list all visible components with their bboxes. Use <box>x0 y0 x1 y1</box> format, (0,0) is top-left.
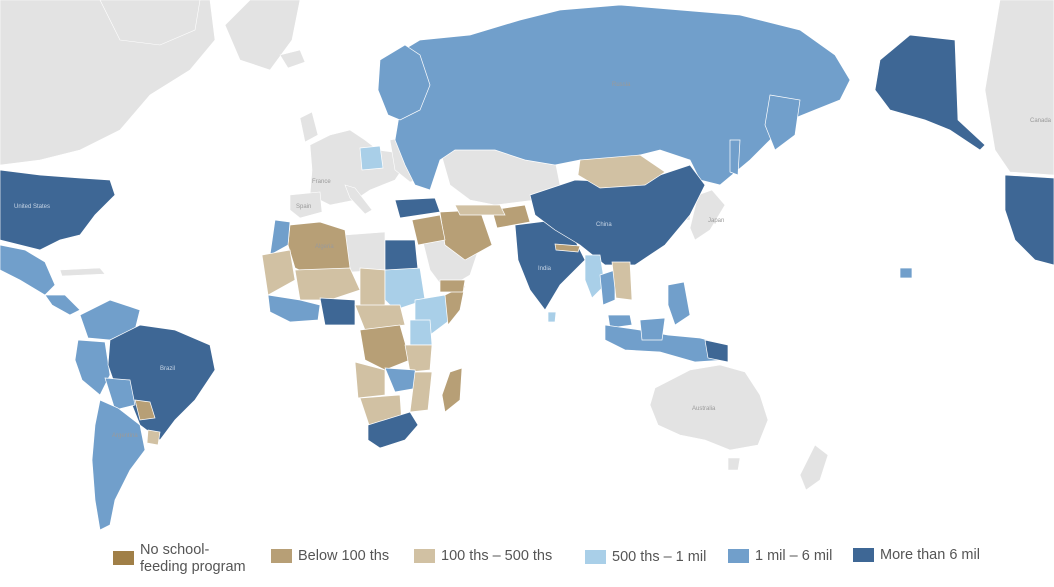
legend-item-below-100ths: Below 100 ths <box>271 540 389 565</box>
label-algeria: Algeria <box>315 244 334 250</box>
central-america[interactable] <box>44 294 81 316</box>
new-zealand[interactable] <box>799 444 829 491</box>
legend-item-1-6mil: 1 mil – 6 mil <box>728 540 832 565</box>
legend-label-500ths-1mil: 500 ths – 1 mil <box>612 549 707 565</box>
north-canada-islands[interactable] <box>99 0 201 46</box>
alaska[interactable] <box>874 34 986 151</box>
mali-niger[interactable] <box>294 267 361 301</box>
legend-item-500ths-1mil: 500 ths – 1 mil <box>585 541 706 566</box>
label-spain: Spain <box>296 204 311 210</box>
label-france: France <box>312 179 331 185</box>
tasmania[interactable] <box>727 457 741 471</box>
usa-left[interactable] <box>0 169 116 251</box>
legend-label-no-program-line1: No school- <box>140 542 210 558</box>
mongolia[interactable] <box>577 154 666 189</box>
kazakhstan-east[interactable] <box>454 204 506 216</box>
morocco[interactable] <box>269 219 291 256</box>
peru-ecuador[interactable] <box>74 339 111 396</box>
west-africa[interactable] <box>267 294 321 323</box>
scandinavia[interactable] <box>377 44 431 121</box>
thailand[interactable] <box>599 269 616 306</box>
iceland[interactable] <box>279 49 306 69</box>
philippines[interactable] <box>667 281 691 326</box>
malaysia[interactable] <box>607 314 633 329</box>
kamchatka[interactable] <box>764 94 801 151</box>
map-legend: No school- feeding program Below 100 ths… <box>0 540 1054 587</box>
myanmar[interactable] <box>584 254 606 299</box>
kenya[interactable] <box>409 319 433 346</box>
label-canada: Canada <box>1030 118 1052 124</box>
cameroon-car[interactable] <box>354 304 406 331</box>
libya-region[interactable] <box>344 231 386 273</box>
label-argentina: Argentina <box>112 433 138 439</box>
egypt[interactable] <box>384 239 419 271</box>
uruguay[interactable] <box>146 429 161 446</box>
legend-label-more-6mil: More than 6 mil <box>880 547 980 563</box>
legend-label-1-6mil: 1 mil – 6 mil <box>755 548 833 564</box>
legend-item-no-program: No school- feeding program <box>113 542 246 576</box>
argentina-chile[interactable] <box>91 399 146 531</box>
label-australia: Australia <box>692 406 716 412</box>
legend-label-below-100ths: Below 100 ths <box>298 548 390 564</box>
sri-lanka[interactable] <box>547 311 557 323</box>
caribbean[interactable] <box>59 267 106 277</box>
legend-swatch-below-100ths <box>271 549 292 563</box>
uk[interactable] <box>299 111 319 143</box>
south-africa[interactable] <box>367 411 419 449</box>
sahara-west[interactable] <box>261 249 296 296</box>
mozambique[interactable] <box>409 371 433 413</box>
legend-item-100-500ths: 100 ths – 500 ths <box>414 540 552 565</box>
greenland-left <box>224 0 301 71</box>
tanzania[interactable] <box>404 344 433 373</box>
world-map: Russia Canada United States France Spain… <box>0 0 1054 531</box>
usa-right[interactable] <box>1004 174 1054 266</box>
australia[interactable] <box>649 364 769 451</box>
laos-vietnam[interactable] <box>611 261 633 301</box>
legend-swatch-100-500ths <box>414 549 435 563</box>
legend-label-no-program-line2: feeding program <box>140 559 246 575</box>
nigeria[interactable] <box>319 297 356 326</box>
madagascar[interactable] <box>441 367 463 413</box>
legend-label-100-500ths: 100 ths – 500 ths <box>441 548 553 564</box>
legend-swatch-1-6mil <box>728 549 749 563</box>
chad[interactable] <box>359 267 386 311</box>
paraguay[interactable] <box>134 399 156 421</box>
label-japan: Japan <box>708 218 724 224</box>
label-china: China <box>596 222 612 228</box>
legend-swatch-no-program <box>113 551 134 565</box>
legend-swatch-more-6mil <box>853 548 874 562</box>
label-russia: Russia <box>612 82 631 88</box>
borneo[interactable] <box>639 317 666 341</box>
legend-item-more-6mil: More than 6 mil <box>853 539 980 564</box>
poland[interactable] <box>359 145 384 171</box>
new-guinea[interactable] <box>704 339 729 363</box>
japan[interactable] <box>689 189 726 241</box>
mexico[interactable] <box>0 244 56 296</box>
drc[interactable] <box>359 324 411 371</box>
sudan[interactable] <box>384 267 426 311</box>
label-united-states: United States <box>14 204 50 210</box>
canada-right[interactable] <box>984 0 1054 176</box>
spain[interactable] <box>289 191 323 219</box>
angola[interactable] <box>354 361 386 399</box>
italy[interactable] <box>344 184 373 215</box>
pacific-islands[interactable] <box>899 267 913 279</box>
sakhalin[interactable] <box>729 139 741 176</box>
syria-iraq[interactable] <box>411 214 446 246</box>
bolivia[interactable] <box>104 377 136 411</box>
label-india: India <box>538 266 552 272</box>
legend-swatch-500ths-1mil <box>585 550 606 564</box>
yemen[interactable] <box>439 279 466 293</box>
label-brazil: Brazil <box>160 366 175 372</box>
nepal[interactable] <box>554 243 581 253</box>
